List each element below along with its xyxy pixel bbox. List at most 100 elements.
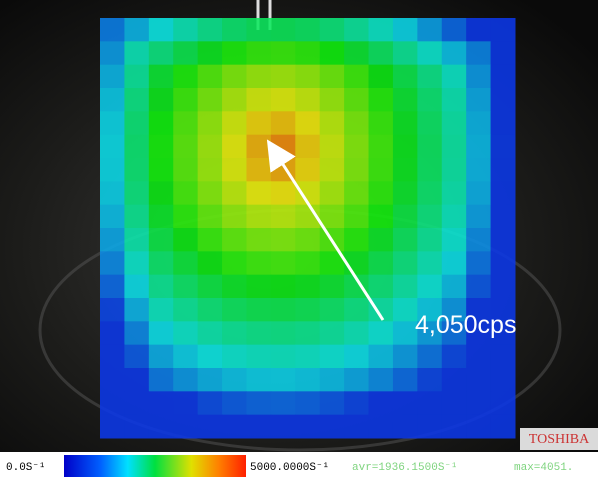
heat-cell [344,181,370,206]
heat-cell [197,251,223,276]
heat-cell [466,298,492,322]
heat-cell [197,158,223,182]
heat-cell [392,414,418,439]
heat-cell [466,274,492,299]
heat-cell [222,414,247,439]
heat-cell [270,251,296,276]
heat-cell [392,88,418,112]
heat-cell [100,391,125,416]
heat-cell [295,181,321,206]
heat-cell [490,414,516,439]
heat-cell [197,368,223,392]
heat-cell [270,368,296,392]
heat-cell [100,41,125,66]
heat-cell [466,111,492,136]
heat-cell [441,391,467,416]
heat-cell [295,41,321,66]
heat-cell [295,228,321,252]
heat-cell [246,41,272,66]
heat-cell [173,251,199,276]
heat-cell [490,274,516,299]
heat-cell [124,321,150,346]
heat-cell [197,18,223,42]
heat-cell [270,88,296,112]
heat-cell [368,298,394,322]
heat-cell [100,274,125,299]
heat-cell [148,251,174,276]
heat-cell [197,64,223,89]
heat-cell [368,158,394,182]
heat-cell [148,321,174,346]
heat-cell [344,414,370,439]
heat-cell [344,274,370,299]
heat-cell [417,414,443,439]
heat-cell [246,298,272,322]
heat-cell [100,228,125,252]
heat-cell [124,158,150,182]
scale-max: 5000.0000S⁻¹ [250,462,329,474]
heat-cell [124,251,150,276]
heat-cell [295,321,321,346]
heat-cell [368,41,394,66]
heat-cell [392,111,418,136]
heat-cell [148,88,174,112]
heat-cell [344,111,370,136]
heat-cell [246,64,272,89]
heat-cell [441,321,467,346]
heat-cell [368,88,394,112]
arrow [266,139,385,321]
heat-cell [344,64,370,89]
heat-cell [466,391,492,416]
heat-cell [173,41,199,66]
heat-cell [344,228,370,252]
heat-cell [148,64,174,89]
heat-cell [222,134,247,159]
heat-cell [490,368,516,392]
heat-cell [417,158,443,182]
heat-cell [222,251,247,276]
heat-cell [319,111,345,136]
heat-cell [368,134,394,159]
heat-cell [124,181,150,206]
heat-cell [441,111,467,136]
heat-cell [466,41,492,66]
heat-cell [100,158,125,182]
heat-cell [173,158,199,182]
heat-cell [319,274,345,299]
heat-cell [295,298,321,322]
heat-cell [148,134,174,159]
heat-cell [392,298,418,322]
heat-cell [246,321,272,346]
heat-cell [148,181,174,206]
heat-cell [222,158,247,182]
heat-cell [441,414,467,439]
heat-cell [295,368,321,392]
heat-cell [173,111,199,136]
heat-cell [100,111,125,136]
heat-cell [124,64,150,89]
heat-cell [100,134,125,159]
heat-cell [100,181,125,206]
heat-cell [392,204,418,229]
heat-cell [270,414,296,439]
heat-cell [490,298,516,322]
brand: TOSHIBA [529,432,590,447]
heat-cell [392,344,418,369]
heat-cell [466,88,492,112]
heat-cell [441,368,467,392]
heat-cell [490,158,516,182]
heat-cell [295,64,321,89]
heat-cell [295,391,321,416]
heat-cell [222,391,247,416]
heat-cell [417,204,443,229]
heat-cell [148,274,174,299]
heat-cell [392,181,418,206]
heat-cell [417,391,443,416]
heat-cell [222,228,247,252]
heat-cell [392,391,418,416]
heat-cell [295,158,321,182]
heat-cell [100,298,125,322]
heat-cell [270,18,296,42]
heat-cell [222,274,247,299]
heat-cell [270,298,296,322]
